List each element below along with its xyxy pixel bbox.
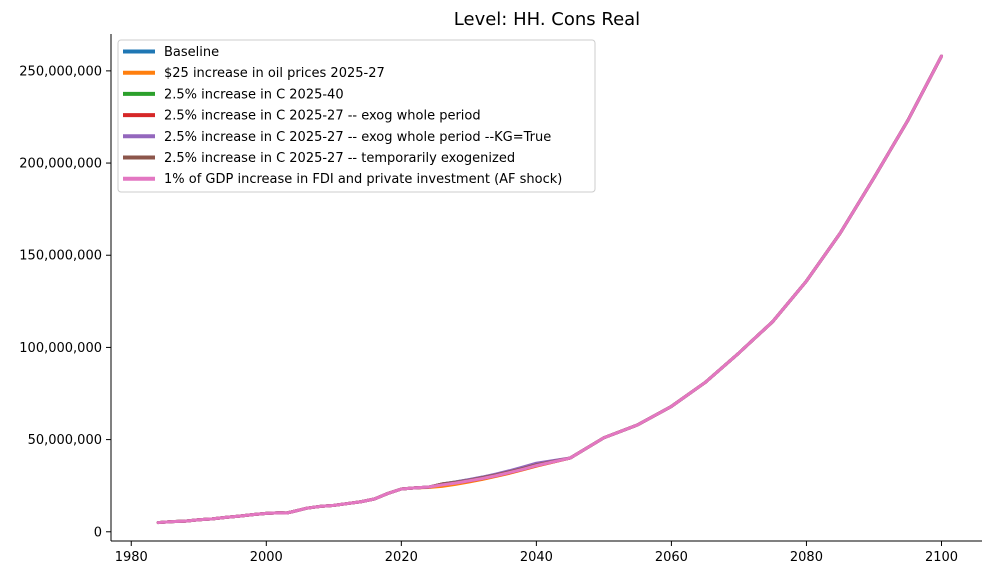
x-tick-label: 2080 — [790, 550, 823, 565]
x-tick-label: 2000 — [250, 550, 283, 565]
legend-label: 1% of GDP increase in FDI and private in… — [164, 172, 562, 187]
y-tick-label: 50,000,000 — [28, 433, 102, 448]
x-tick-label: 2040 — [520, 550, 553, 565]
legend: Baseline $25 increase in oil prices 2025-… — [117, 39, 596, 193]
x-tick-label: 2100 — [925, 550, 958, 565]
series-line-7 — [156, 54, 943, 525]
x-tick-label: 2020 — [385, 550, 418, 565]
plot-area — [110, 34, 982, 542]
y-tick-label: 150,000,000 — [19, 249, 102, 264]
series-lines — [156, 54, 943, 525]
legend-label: 2.5% increase in C 2025-27 -- exog whole… — [164, 130, 551, 145]
legend-label: 2.5% increase in C 2025-40 — [164, 87, 344, 102]
x-tick-label: 2060 — [655, 550, 688, 565]
y-tick-label: 250,000,000 — [19, 64, 102, 79]
chart-title: Level: HH. Cons Real — [454, 9, 640, 30]
legend-label: 2.5% increase in C 2025-27 -- exog whole… — [164, 109, 481, 124]
x-axis-ticks: 1980 2000 2020 2040 2060 2080 2100 — [115, 541, 958, 565]
y-axis-ticks: 0 50,000,000 100,000,000 150,000,000 200,000… — [19, 64, 111, 540]
legend-label: $25 increase in oil prices 2025-27 — [164, 66, 385, 81]
y-tick-label: 200,000,000 — [19, 157, 102, 172]
legend-label: 2.5% increase in C 2025-27 -- temporaril… — [164, 151, 515, 166]
y-tick-label: 0 — [94, 525, 102, 540]
legend-label: Baseline — [164, 45, 219, 60]
legend-box — [117, 39, 596, 193]
x-tick-label: 1980 — [115, 550, 148, 565]
y-tick-label: 100,000,000 — [19, 341, 102, 356]
